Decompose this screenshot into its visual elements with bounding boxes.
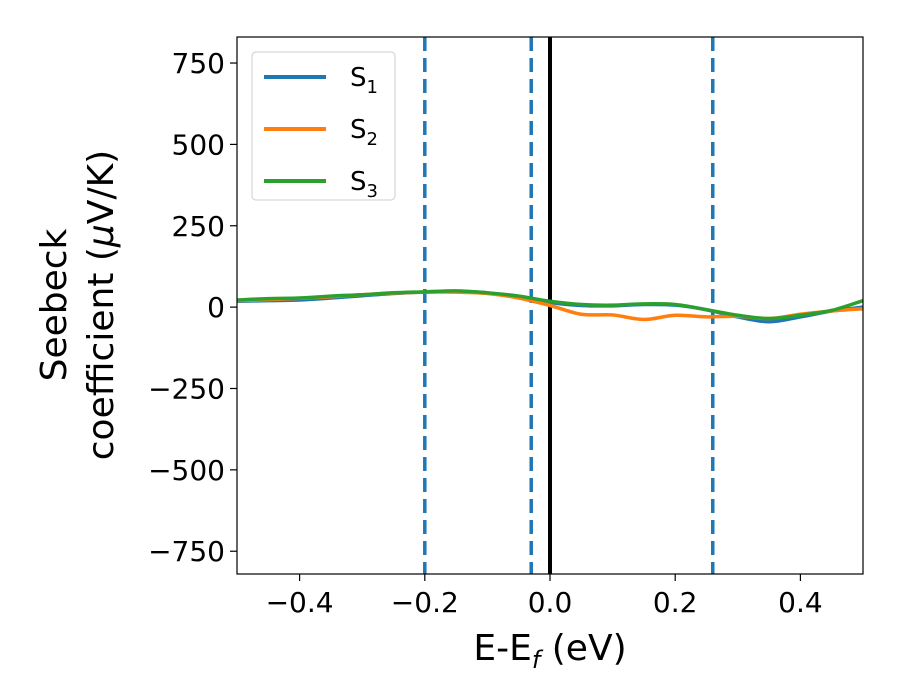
y-tick-label: −250 xyxy=(148,372,225,405)
legend-label-s3: S3 xyxy=(350,167,378,202)
y-tick-label: −750 xyxy=(148,535,225,568)
legend-label-s1: S1 xyxy=(350,63,378,98)
x-axis-ticks: −0.4 −0.2 0.0 0.2 0.4 xyxy=(266,574,823,619)
y-tick-label: 750 xyxy=(172,47,225,80)
legend: S1 S2 S3 xyxy=(251,51,396,202)
y-axis-ticks: −750 −500 −250 0 250 500 750 xyxy=(148,47,237,568)
x-tick-label: −0.2 xyxy=(391,586,459,619)
y-tick-label: 500 xyxy=(172,128,225,161)
legend-box xyxy=(251,51,396,201)
y-tick-label: −500 xyxy=(148,454,225,487)
series-line-s3 xyxy=(237,289,863,321)
data-series xyxy=(237,289,863,324)
x-tick-label: −0.4 xyxy=(266,586,334,619)
y-tick-label: 0 xyxy=(207,291,225,324)
legend-label-s2: S2 xyxy=(350,115,378,150)
x-axis-label: E-Ef (eV) xyxy=(473,628,626,674)
y-axis-label-line2: coefficient (μV/K) xyxy=(81,150,122,460)
y-tick-label: 250 xyxy=(172,210,225,243)
y-axis-label: Seebeck coefficient (μV/K) xyxy=(34,150,122,460)
x-tick-label: 0.4 xyxy=(778,586,823,619)
x-tick-label: 0.2 xyxy=(653,586,698,619)
y-axis-label-line1: Seebeck xyxy=(34,228,75,381)
x-tick-label: 0.0 xyxy=(528,586,573,619)
